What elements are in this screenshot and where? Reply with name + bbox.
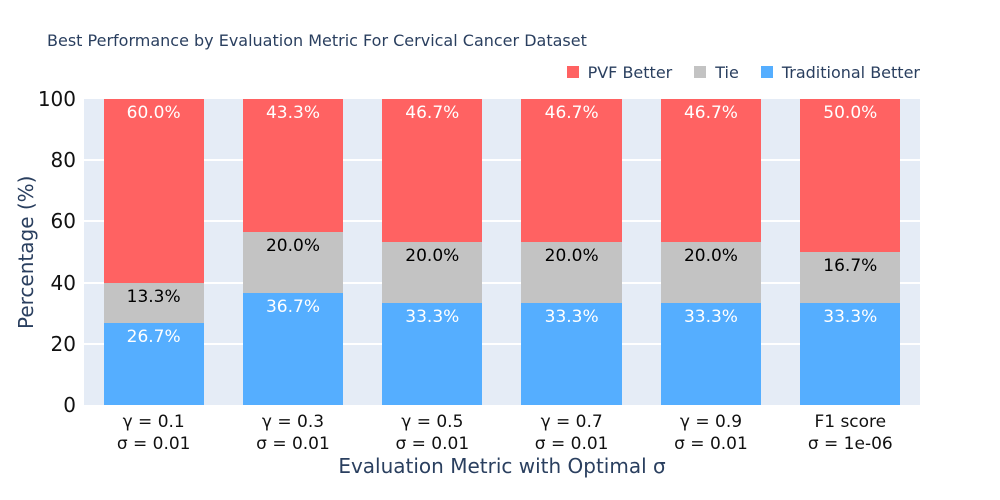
traditional-better-swatch-icon [760, 66, 773, 78]
bar-value-label: 33.3% [823, 307, 878, 328]
bar-value-label: 50.0% [823, 103, 878, 124]
bar-segment-pvf-better[interactable]: 46.7% [660, 99, 762, 242]
chart-title: Best Performance by Evaluation Metric Fo… [47, 31, 587, 50]
x-tick-label: γ = 0.9 σ = 0.01 [641, 411, 780, 455]
x-tick-label: γ = 0.7 σ = 0.01 [502, 411, 641, 455]
bar-segment-tie[interactable]: 16.7% [800, 252, 901, 304]
bar-segment-tie[interactable]: 20.0% [521, 241, 622, 304]
bar-value-label: 46.7% [405, 103, 460, 124]
x-tick-line: σ = 0.01 [395, 434, 470, 454]
legend-item-pvf-better[interactable]: PVF Better [566, 62, 673, 82]
x-tick-line: γ = 0.5 [401, 412, 464, 432]
tie-swatch-icon [694, 66, 707, 78]
bar-segment-pvf-better[interactable]: 43.3% [242, 99, 344, 232]
bar-segment-traditional-better[interactable]: 33.3% [800, 303, 901, 405]
bar-band: 50.0% 16.7% 33.3% [781, 99, 920, 405]
bar-value-label: 43.3% [265, 103, 320, 124]
bar-band: 46.7% 20.0% 33.3% [502, 99, 641, 405]
bar-segment-tie[interactable]: 20.0% [382, 241, 483, 304]
x-tick-line: σ = 1e-06 [807, 434, 893, 454]
stacked-bar: 46.7% 20.0% 33.3% [660, 99, 762, 405]
x-tick-line: γ = 0.1 [122, 412, 185, 432]
x-tick-line: σ = 0.01 [534, 434, 609, 454]
legend: PVF Better Tie Traditional Better [84, 61, 920, 83]
bar-value-label: 60.0% [126, 103, 181, 124]
y-tick-label: 80 [50, 148, 76, 173]
x-tick-line: σ = 0.01 [674, 434, 748, 454]
x-tick-line: F1 score [814, 412, 887, 432]
bar-segment-pvf-better[interactable]: 46.7% [382, 99, 483, 242]
bar-segment-tie[interactable]: 13.3% [103, 282, 204, 324]
stacked-bar: 43.3% 20.0% 36.7% [242, 99, 344, 405]
bar-value-label: 13.3% [126, 286, 181, 307]
y-tick-label: 40 [50, 270, 76, 295]
x-axis-ticks: γ = 0.1 σ = 0.01 γ = 0.3 σ = 0.01 γ = 0.5 σ =… [84, 411, 920, 455]
gridline [84, 159, 920, 162]
bar-segment-pvf-better[interactable]: 46.7% [521, 99, 622, 242]
x-tick-label: γ = 0.5 σ = 0.01 [363, 411, 502, 455]
x-tick-line: γ = 0.9 [679, 412, 743, 432]
plot-area[interactable]: 60.0% 13.3% 26.7% 43.3% 20.0% 36.7% 46.7% 20.0%… [84, 99, 920, 405]
x-tick-line: σ = 0.01 [256, 434, 330, 454]
x-tick-line: γ = 0.3 [261, 412, 325, 432]
stacked-bar: 46.7% 20.0% 33.3% [521, 99, 622, 405]
legend-label: Tie [715, 62, 739, 82]
bar-value-label: 20.0% [265, 235, 320, 256]
bar-value-label: 26.7% [126, 327, 181, 348]
x-tick-label: γ = 0.3 σ = 0.01 [223, 411, 362, 455]
bar-value-label: 33.3% [683, 307, 738, 328]
bar-segment-pvf-better[interactable]: 50.0% [800, 99, 901, 253]
stacked-bar: 60.0% 13.3% 26.7% [103, 99, 204, 405]
bar-segment-pvf-better[interactable]: 60.0% [103, 99, 204, 283]
x-tick-line: σ = 0.01 [116, 434, 191, 454]
bar-segment-tie[interactable]: 20.0% [242, 231, 344, 293]
y-tick-label: 0 [63, 393, 76, 417]
x-axis-title: Evaluation Metric with Optimal σ [338, 454, 666, 478]
bar-value-label: 20.0% [405, 245, 460, 266]
gridline [84, 342, 920, 345]
y-tick-label: 100 [37, 87, 76, 111]
bar-band: 46.7% 20.0% 33.3% [641, 99, 780, 405]
stacked-bar: 50.0% 16.7% 33.3% [800, 99, 901, 405]
bar-value-label: 46.7% [544, 103, 599, 124]
legend-item-traditional-better[interactable]: Traditional Better [760, 62, 920, 82]
bar-band: 60.0% 13.3% 26.7% [84, 99, 223, 405]
bar-segment-traditional-better[interactable]: 36.7% [242, 292, 344, 405]
pvf-better-swatch-icon [566, 66, 579, 78]
y-tick-label: 60 [50, 209, 76, 234]
bar-segment-traditional-better[interactable]: 33.3% [660, 303, 762, 405]
legend-item-tie[interactable]: Tie [694, 63, 739, 82]
bar-value-label: 20.0% [544, 245, 599, 266]
x-tick-label: γ = 0.1 σ = 0.01 [84, 411, 223, 455]
legend-label: Traditional Better [781, 62, 920, 82]
bars-container: 60.0% 13.3% 26.7% 43.3% 20.0% 36.7% 46.7% 20.0%… [84, 99, 920, 405]
bar-segment-traditional-better[interactable]: 26.7% [103, 323, 204, 405]
legend-label: PVF Better [587, 62, 673, 82]
y-tick-label: 20 [50, 331, 76, 356]
x-tick-label: F1 score σ = 1e-06 [781, 411, 920, 455]
bar-band: 43.3% 20.0% 36.7% [223, 99, 362, 405]
bar-value-label: 36.7% [265, 296, 320, 317]
gridline [84, 281, 920, 284]
bar-segment-tie[interactable]: 20.0% [660, 241, 762, 304]
x-tick-line: γ = 0.7 [540, 412, 603, 432]
bar-value-label: 46.7% [683, 103, 738, 124]
bar-value-label: 33.3% [544, 307, 599, 328]
bar-value-label: 16.7% [823, 256, 878, 277]
bar-value-label: 33.3% [405, 307, 460, 328]
bar-segment-traditional-better[interactable]: 33.3% [382, 303, 483, 405]
bar-value-label: 20.0% [683, 245, 738, 266]
gridline [84, 220, 920, 223]
y-axis-ticks: 0 20 40 60 80 100 [0, 89, 76, 415]
stacked-bar: 46.7% 20.0% 33.3% [382, 99, 483, 405]
bar-segment-traditional-better[interactable]: 33.3% [521, 303, 622, 405]
bar-band: 46.7% 20.0% 33.3% [363, 99, 502, 405]
